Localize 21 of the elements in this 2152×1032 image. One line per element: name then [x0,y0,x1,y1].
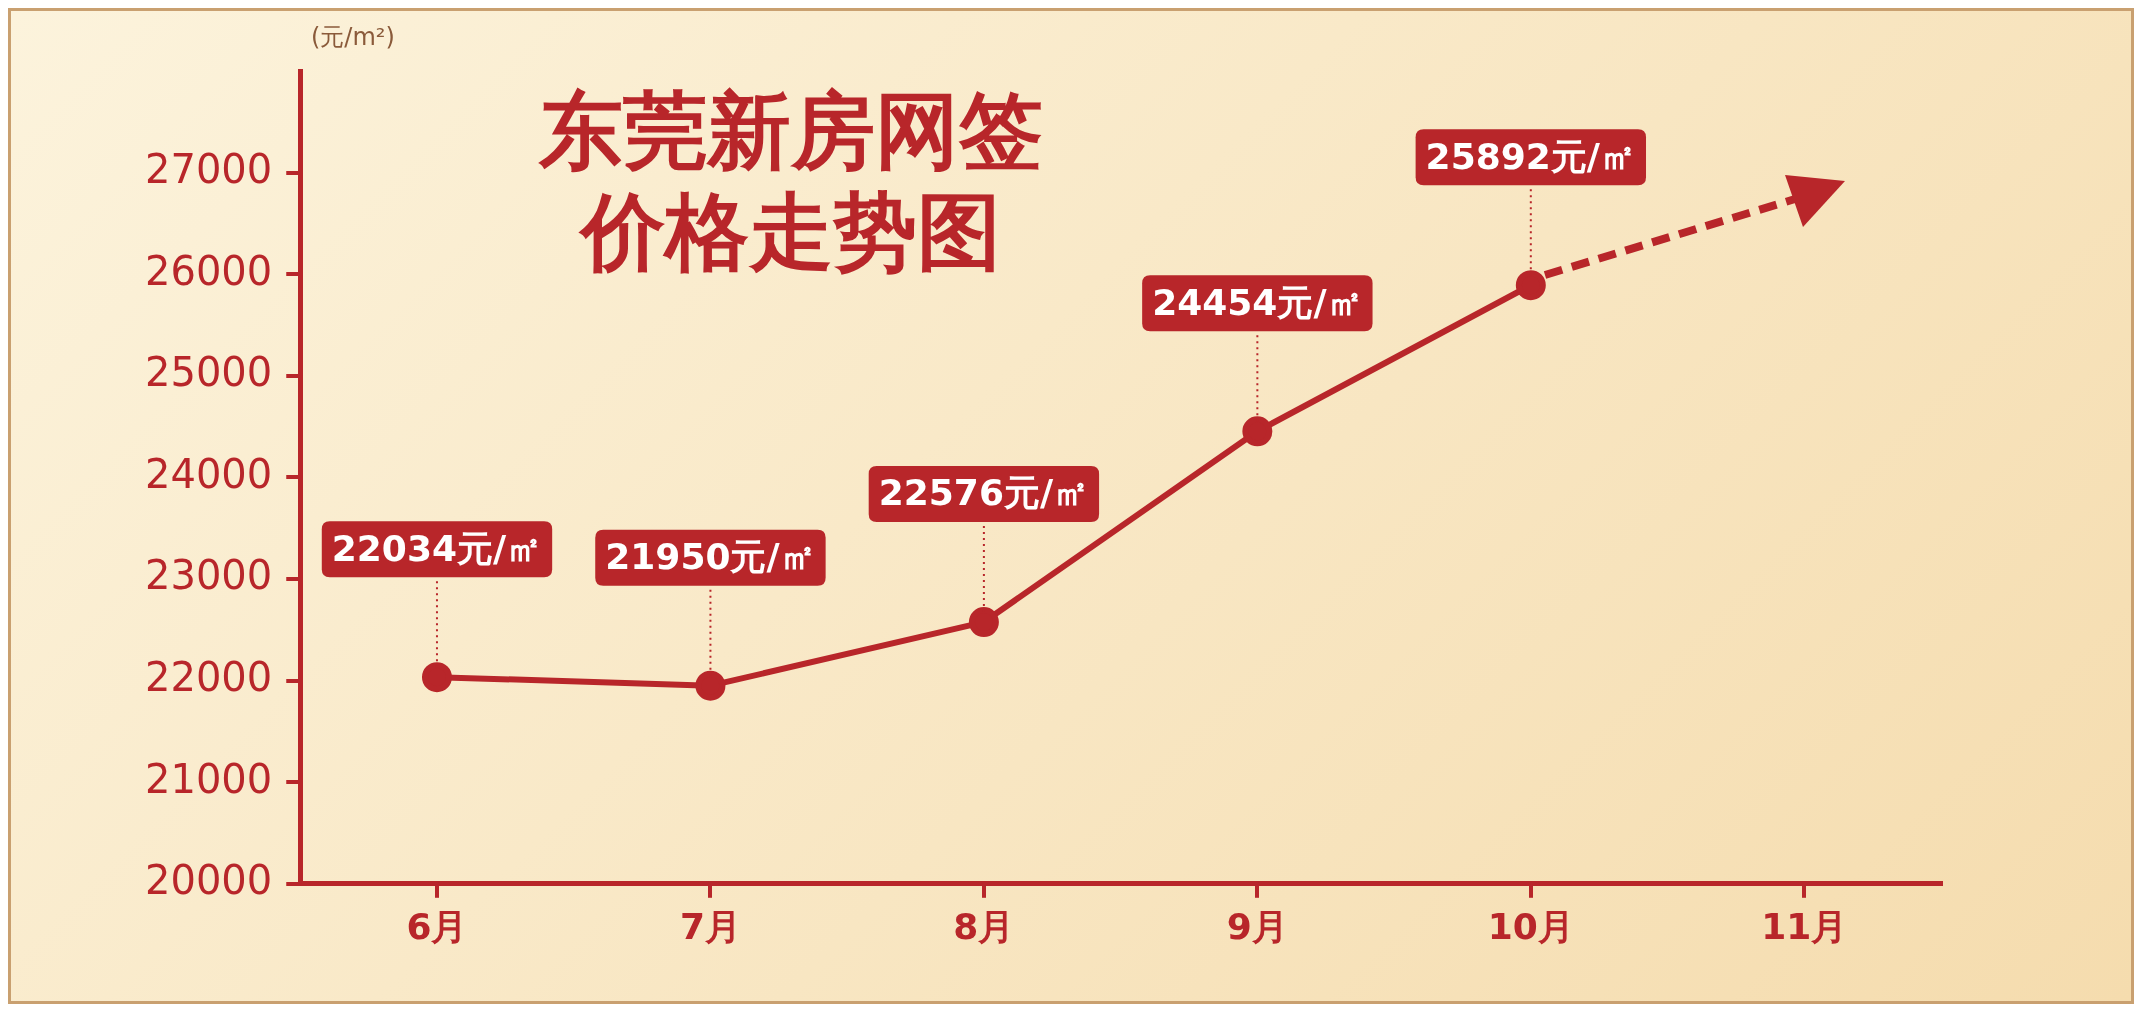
x-tick-label: 7月 [679,905,741,947]
y-tick-label: 20000 [145,857,273,904]
text: 22034元/㎡ [331,527,543,569]
y-axis-title: (元/m²) [311,22,395,53]
x-tick-label: 10月 [1487,905,1574,947]
x-tick-label: 8月 [953,905,1015,947]
text: 21950元/㎡ [605,536,816,578]
y-tick-label: 25000 [145,349,273,396]
y-tick-label: 24000 [145,450,273,497]
text: 24454元/㎡ [1152,281,1363,323]
y-tick-label: 21000 [145,755,273,802]
text: 25892元/㎡ [1425,135,1637,177]
x-tick-label: 6月 [406,905,468,947]
y-tick-label: 26000 [145,247,273,294]
y-tick-label: 23000 [145,552,273,599]
x-tick-label: 9月 [1226,905,1288,947]
y-tick-label: 22000 [145,653,273,700]
text: 东莞新房网签价格走势图 [537,81,1044,283]
y-tick-label: 27000 [145,145,273,192]
text: 22576元/㎡ [878,472,1090,514]
x-tick-label: 11月 [1761,905,1848,947]
